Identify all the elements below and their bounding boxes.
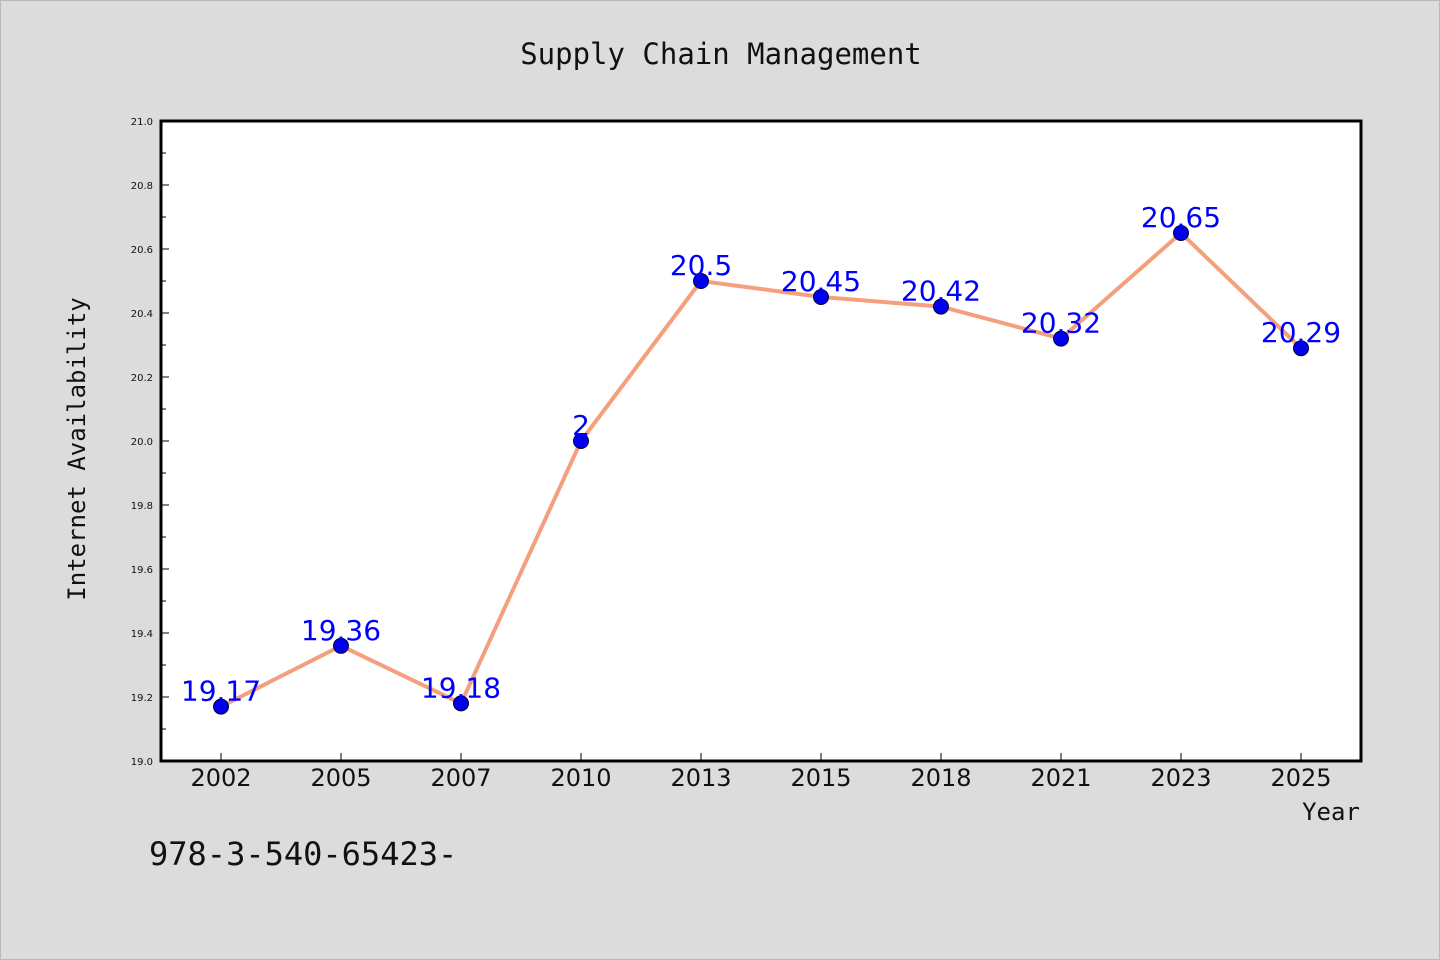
data-point [1293, 340, 1309, 357]
data-label: 2 [572, 409, 590, 442]
data-label: 20.65 [1141, 201, 1221, 234]
data-point [1173, 225, 1189, 241]
x-tick-label: 2025 [1270, 764, 1331, 792]
x-tick-label: 2015 [790, 764, 851, 792]
data-label: 19.17 [181, 675, 261, 708]
data-label: 19.18 [421, 671, 501, 704]
data-point [333, 637, 349, 654]
data-label: 20.29 [1261, 316, 1341, 349]
y-tick-label: 19.8 [131, 501, 153, 512]
x-tick-label: 2018 [910, 764, 971, 792]
x-axis-label: Year [1302, 798, 1360, 826]
x-tick-label: 2007 [430, 764, 491, 792]
data-point [693, 273, 709, 289]
chart-title: Supply Chain Management [520, 37, 922, 71]
y-tick-label: 19.2 [131, 693, 153, 704]
series-layer [213, 225, 1309, 715]
y-tick-label: 19.6 [131, 565, 153, 576]
x-tick-label: 2021 [1030, 764, 1091, 792]
data-label: 20.32 [1021, 307, 1101, 340]
x-tick-label: 2010 [550, 764, 611, 792]
y-tick-label: 20.8 [131, 181, 153, 192]
data-labels-layer: 19.17 19.36 19.18 2 20.5 20.45 20.42 20.32 20.65… [181, 201, 1341, 708]
data-point [213, 698, 229, 715]
data-label: 20.5 [670, 249, 732, 282]
data-point [573, 433, 589, 449]
data-point [813, 289, 829, 305]
y-tick-label: 20.0 [131, 437, 153, 448]
x-tick-label: 2013 [670, 764, 731, 792]
data-label: 20.42 [901, 275, 981, 308]
data-label: 19.36 [301, 614, 381, 647]
y-axis-label: Internet Availability [63, 297, 91, 600]
plot-frame [159, 119, 1363, 763]
data-point [453, 695, 469, 712]
data-label: 20.45 [781, 265, 861, 298]
y-tick-label: 19.0 [131, 757, 153, 768]
x-tick-label: 2005 [310, 764, 371, 792]
series-line [219, 231, 1303, 709]
data-point [933, 298, 949, 315]
data-point [1053, 330, 1069, 347]
x-tick-label: 2002 [190, 764, 251, 792]
y-tick-label: 21.0 [131, 117, 153, 128]
x-axis-ticks: 2002 2005 2007 2010 2013 2015 2018 2021 2023 2025 [190, 753, 1332, 792]
y-tick-label: 20.2 [131, 373, 153, 384]
y-tick-label: 19.4 [131, 629, 153, 640]
footnote-text: 978-3-540-65423- [149, 835, 457, 873]
x-tick-label: 2023 [1150, 764, 1211, 792]
y-tick-label: 20.4 [131, 309, 153, 320]
y-tick-label: 20.6 [131, 245, 153, 256]
